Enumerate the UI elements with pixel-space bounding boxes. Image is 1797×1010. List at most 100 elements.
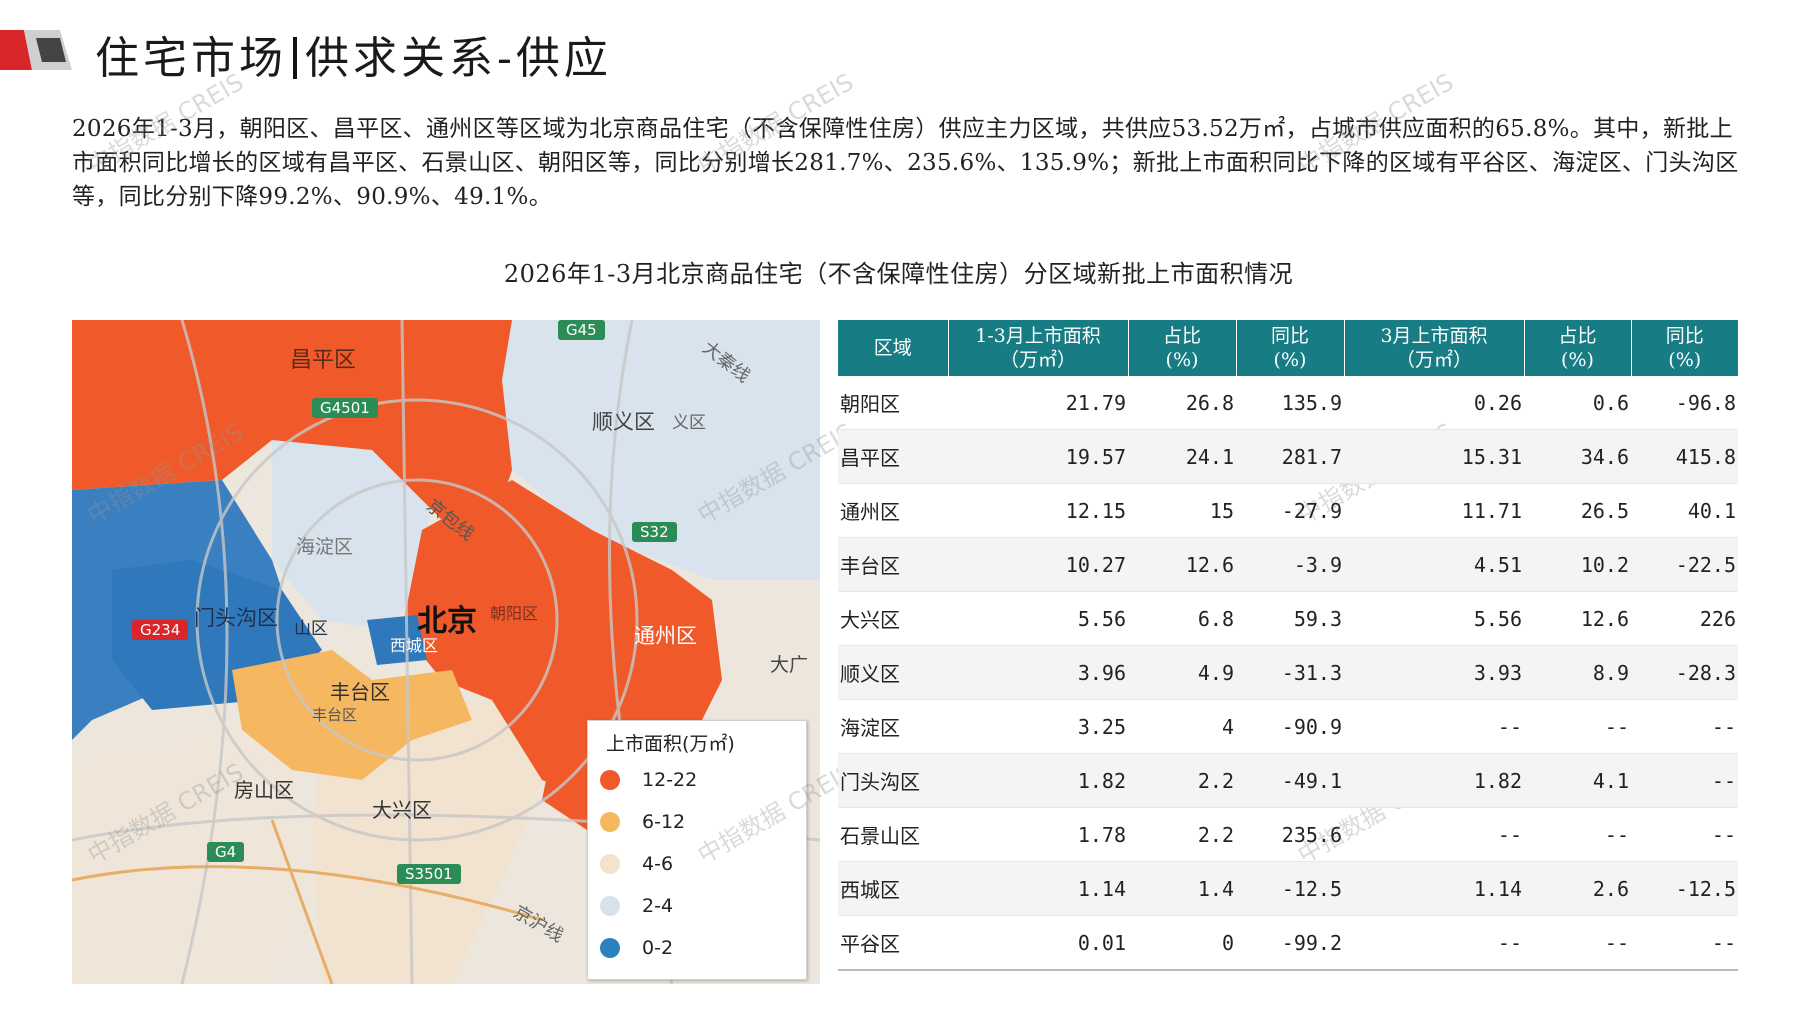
- value-cell: 11.71: [1344, 483, 1524, 538]
- legend-label: 6-12: [642, 811, 686, 833]
- legend-title: 上市面积(万㎡): [606, 733, 735, 755]
- table-row: 通州区 12.15 15 -27.9 11.71 26.5 40.1: [838, 483, 1738, 538]
- value-cell: --: [1631, 753, 1738, 808]
- map-legend: 上市面积(万㎡) 12-22 6-12 4-6 2-4 0-2: [587, 720, 807, 980]
- label-haidian: 海淀区: [296, 536, 354, 558]
- value-cell: 5.56: [948, 591, 1128, 646]
- value-cell: 59.3: [1236, 591, 1344, 646]
- region-cell: 大兴区: [838, 591, 948, 646]
- intro-paragraph: 2026年1-3月，朝阳区、昌平区、通州区等区域为北京商品住宅（不含保障性住房）…: [72, 116, 1739, 210]
- value-cell: --: [1524, 699, 1631, 754]
- region-cell: 西城区: [838, 861, 948, 916]
- header-cell: 占比 (%): [1128, 320, 1237, 376]
- value-cell: 1.14: [948, 861, 1128, 916]
- supply-table: 区域 1-3月上市面积 （万㎡） 占比 (%) 同比 (%) 3月上市面积 （万㎡） 占…: [838, 320, 1738, 971]
- title-corner-icon: [0, 30, 72, 70]
- table-row: 石景山区 1.78 2.2 235.6 -- -- --: [838, 807, 1738, 862]
- label-fengtai: 丰台区: [330, 680, 390, 704]
- value-cell: 0.6: [1524, 376, 1631, 430]
- value-cell: 4.1: [1524, 753, 1631, 808]
- district-map: 昌平区 顺义区 义区 海淀区 门头沟区 山区 北京 朝阳区 西城区 通州区 丰台…: [72, 320, 820, 984]
- header-cell: 同比 (%): [1236, 320, 1345, 376]
- value-cell: 12.15: [948, 483, 1128, 538]
- region-cell: 石景山区: [838, 807, 948, 862]
- label-beijing: 北京: [417, 604, 477, 639]
- value-cell: --: [1344, 915, 1524, 971]
- legend-label: 0-2: [642, 937, 674, 959]
- table-row: 海淀区 3.25 4 -90.9 -- -- --: [838, 699, 1738, 754]
- value-cell: --: [1344, 699, 1524, 754]
- legend-item: 4-6: [600, 849, 673, 879]
- value-cell: -22.5: [1631, 537, 1738, 592]
- value-cell: 281.7: [1236, 429, 1344, 484]
- label-fengtai-small: 丰台区: [312, 706, 358, 724]
- region-cell: 平谷区: [838, 915, 948, 971]
- value-cell: --: [1524, 807, 1631, 862]
- legend-item: 2-4: [600, 891, 673, 921]
- table-row: 顺义区 3.96 4.9 -31.3 3.93 8.9 -28.3: [838, 645, 1738, 700]
- region-cell: 朝阳区: [838, 376, 948, 430]
- page-title: 住宅市场 供求关系-供应: [95, 22, 612, 86]
- legend-item: 12-22: [600, 765, 697, 795]
- region-cell: 通州区: [838, 483, 948, 538]
- region-cell: 门头沟区: [838, 753, 948, 808]
- value-cell: 226: [1631, 591, 1738, 646]
- table-row: 大兴区 5.56 6.8 59.3 5.56 12.6 226: [838, 591, 1738, 646]
- table-body: 朝阳区 21.79 26.8 135.9 0.26 0.6 -96.8 昌平区 19.57 24.…: [838, 376, 1738, 971]
- value-cell: 4.9: [1128, 645, 1236, 700]
- value-cell: 4: [1128, 699, 1236, 754]
- label-daguang: 大广: [770, 654, 809, 676]
- value-cell: 8.9: [1524, 645, 1631, 700]
- value-cell: -90.9: [1236, 699, 1344, 754]
- value-cell: 15.31: [1344, 429, 1524, 484]
- value-cell: -28.3: [1631, 645, 1738, 700]
- legend-dot-4-6: [600, 854, 620, 874]
- value-cell: 1.82: [948, 753, 1128, 808]
- value-cell: -27.9: [1236, 483, 1344, 538]
- value-cell: 5.56: [1344, 591, 1524, 646]
- value-cell: 4.51: [1344, 537, 1524, 592]
- value-cell: 40.1: [1631, 483, 1738, 538]
- table-row: 昌平区 19.57 24.1 281.7 15.31 34.6 415.8: [838, 429, 1738, 484]
- legend-dot-6-12: [600, 812, 620, 832]
- value-cell: 1.82: [1344, 753, 1524, 808]
- value-cell: -49.1: [1236, 753, 1344, 808]
- value-cell: --: [1344, 807, 1524, 862]
- chart-title: 2026年1-3月北京商品住宅（不含保障性住房）分区域新批上市面积情况: [503, 260, 1294, 288]
- legend-label: 12-22: [642, 769, 698, 791]
- region-cell: 海淀区: [838, 699, 948, 754]
- region-cell: 丰台区: [838, 537, 948, 592]
- table-row: 门头沟区 1.82 2.2 -49.1 1.82 4.1 --: [838, 753, 1738, 808]
- table-row: 丰台区 10.27 12.6 -3.9 4.51 10.2 -22.5: [838, 537, 1738, 592]
- value-cell: 21.79: [948, 376, 1128, 430]
- value-cell: 26.8: [1128, 376, 1236, 430]
- legend-dot-12-22: [600, 770, 620, 790]
- value-cell: -31.3: [1236, 645, 1344, 700]
- header-cell: 占比 (%): [1524, 320, 1632, 376]
- label-shunyi-small: 义区: [672, 413, 706, 433]
- value-cell: 15: [1128, 483, 1236, 538]
- shield-s32: S32: [632, 522, 677, 542]
- legend-label: 2-4: [642, 895, 674, 917]
- value-cell: 24.1: [1128, 429, 1236, 484]
- region-cell: 昌平区: [838, 429, 948, 484]
- label-shan: 山区: [294, 619, 328, 639]
- value-cell: --: [1631, 807, 1738, 862]
- map-graphic: [72, 320, 820, 984]
- shield-s3501: S3501: [397, 864, 461, 884]
- value-cell: 415.8: [1631, 429, 1738, 484]
- header-cell: 1-3月上市面积 （万㎡）: [948, 320, 1129, 376]
- value-cell: --: [1631, 915, 1738, 971]
- value-cell: --: [1524, 915, 1631, 971]
- value-cell: -99.2: [1236, 915, 1344, 971]
- value-cell: 26.5: [1524, 483, 1631, 538]
- value-cell: 6.8: [1128, 591, 1236, 646]
- shield-g4501: G4501: [312, 398, 378, 418]
- value-cell: 1.14: [1344, 861, 1524, 916]
- title-separator: [293, 37, 297, 79]
- value-cell: 2.2: [1128, 807, 1236, 862]
- value-cell: 3.25: [948, 699, 1128, 754]
- value-cell: 12.6: [1128, 537, 1236, 592]
- value-cell: -96.8: [1631, 376, 1738, 430]
- label-fangshan: 房山区: [234, 778, 294, 802]
